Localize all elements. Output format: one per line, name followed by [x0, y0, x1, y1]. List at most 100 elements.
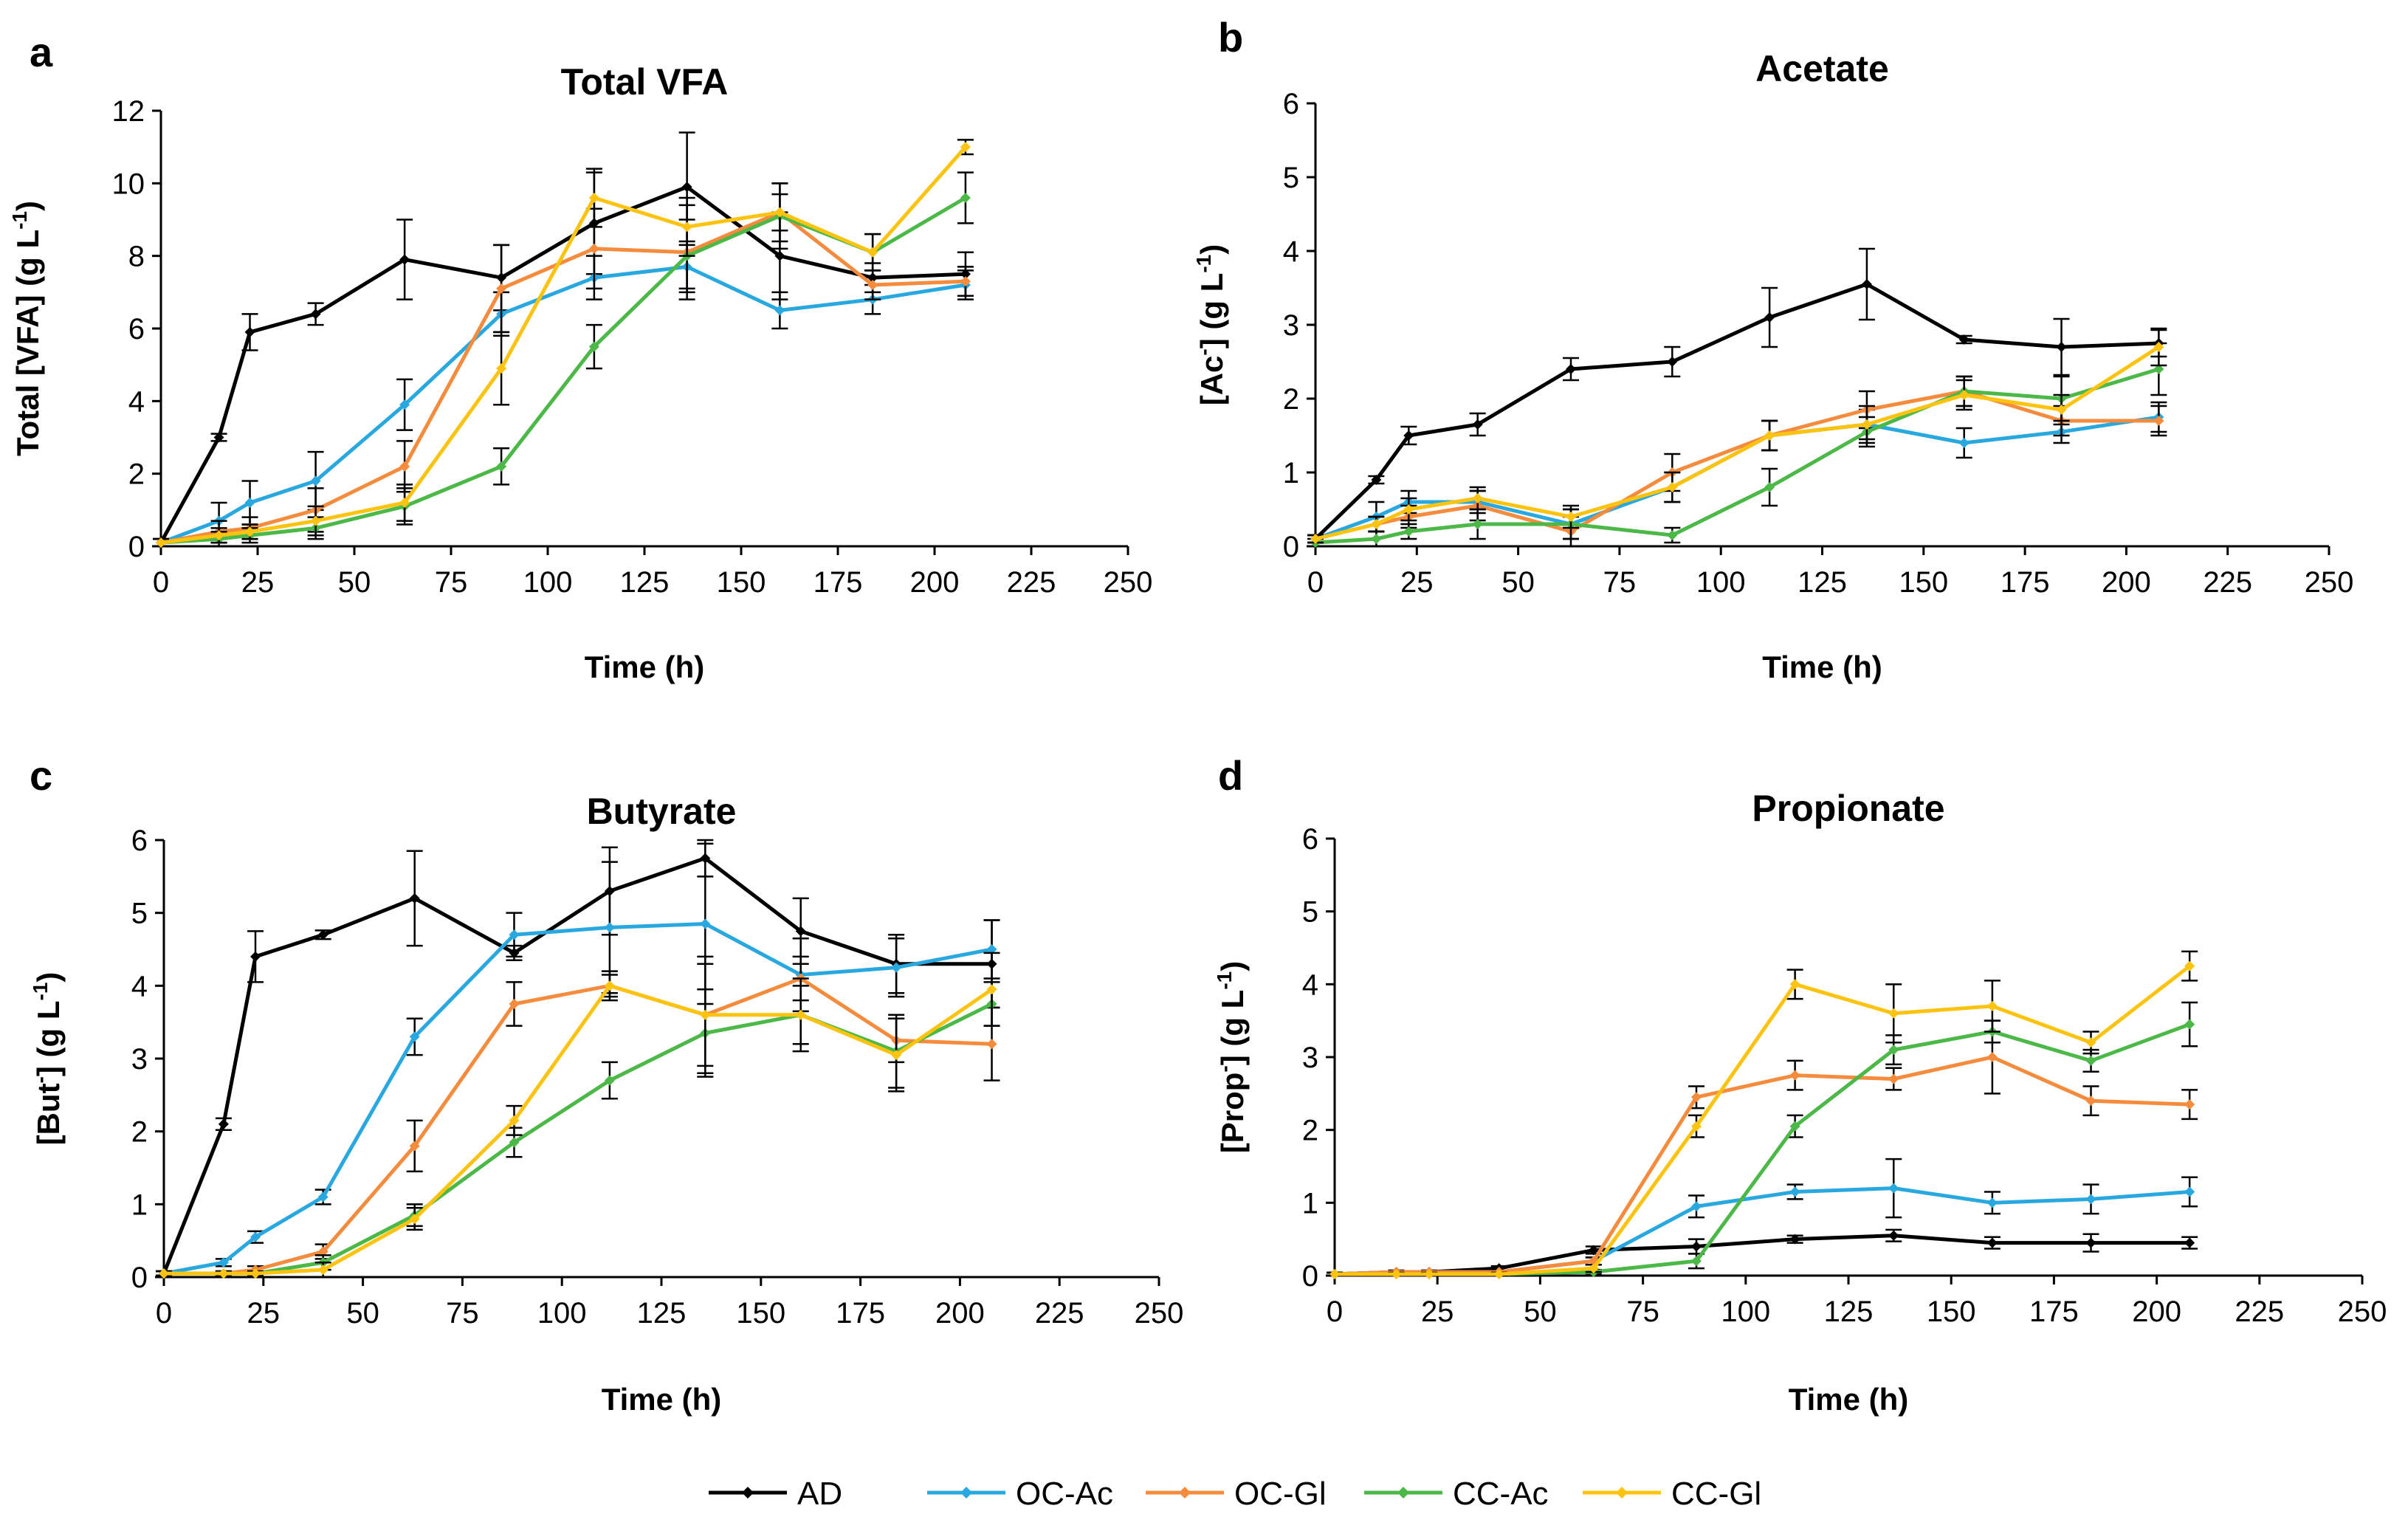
series-line-cc-gl — [160, 145, 967, 545]
data-point — [795, 926, 806, 937]
data-point — [317, 929, 328, 940]
legend-swatch-marker — [1397, 1487, 1409, 1499]
x-tick-label: 175 — [813, 566, 863, 599]
data-point — [1789, 1186, 1800, 1197]
data-point — [1472, 493, 1483, 503]
data-point — [774, 250, 785, 261]
series-ad — [156, 839, 1000, 1279]
y-tick-label: 2 — [128, 458, 145, 491]
series-line-cc-gl — [164, 983, 993, 1276]
x-tick-label: 125 — [1824, 1296, 1874, 1328]
data-point — [1690, 1201, 1702, 1212]
data-point — [1986, 1197, 1998, 1208]
series-line-oc-ac — [1315, 415, 2159, 541]
series-oc-ac — [156, 842, 1000, 1279]
y-tick-label: 3 — [1283, 309, 1299, 342]
data-point — [409, 1214, 420, 1225]
data-point — [1888, 1183, 1899, 1194]
x-tick-label: 75 — [446, 1297, 479, 1329]
data-point — [795, 1009, 806, 1020]
panel-letter-c: c — [30, 752, 52, 799]
data-point — [1565, 364, 1576, 374]
data-point — [1789, 1121, 1800, 1132]
x-tick-label: 50 — [338, 566, 371, 599]
y-tick-label: 1 — [1283, 457, 1299, 489]
chart-title: Total VFA — [561, 61, 729, 103]
x-tick-label: 50 — [346, 1297, 379, 1329]
data-point — [218, 1268, 229, 1279]
x-tick-label: 150 — [1899, 566, 1948, 599]
y-axis-label-part: [Ac — [1194, 356, 1229, 406]
series-oc-gl — [1307, 375, 2167, 548]
data-point — [1986, 1000, 1998, 1011]
data-point — [2184, 1237, 2195, 1248]
y-axis-label-part: ) — [1215, 961, 1250, 971]
data-point — [986, 1039, 997, 1050]
data-point — [1667, 357, 1678, 367]
data-point — [2153, 364, 2164, 374]
panel-letter-b: b — [1218, 14, 1243, 61]
series-line-ad — [1334, 1234, 2190, 1276]
data-point — [774, 207, 785, 218]
data-point — [310, 475, 321, 486]
legend-label: CC-Ac — [1453, 1476, 1549, 1512]
data-point — [604, 980, 615, 991]
x-tick-label: 0 — [1327, 1296, 1343, 1328]
legend-item-oc-ac: OC-Ac — [927, 1476, 1113, 1512]
y-tick-label: 10 — [112, 168, 145, 200]
data-point — [1565, 512, 1576, 522]
y-tick-label: 0 — [1302, 1260, 1318, 1293]
x-tick-label: 250 — [2338, 1296, 2387, 1328]
data-point — [509, 1115, 520, 1126]
x-tick-label: 150 — [736, 1297, 785, 1329]
data-point — [986, 984, 997, 995]
data-point — [250, 1231, 261, 1242]
data-point — [2184, 960, 2195, 971]
y-tick-label: 3 — [1302, 1042, 1318, 1074]
y-axis-label-part: ] (g L — [1194, 273, 1229, 349]
data-point — [2056, 342, 2067, 352]
data-point — [2184, 1186, 2195, 1197]
data-point — [960, 142, 971, 153]
x-tick-label: 225 — [2235, 1296, 2284, 1328]
data-point — [2085, 1055, 2096, 1066]
data-point — [774, 305, 785, 316]
x-tick-label: 75 — [435, 566, 468, 599]
data-point — [496, 363, 507, 374]
data-point — [156, 537, 166, 548]
x-tick-label: 125 — [620, 566, 670, 599]
x-tick-label: 200 — [2102, 566, 2151, 599]
panel-letter-a: a — [30, 29, 53, 75]
x-tick-label: 100 — [537, 1297, 587, 1329]
y-tick-label: 6 — [131, 825, 148, 857]
y-axis-label-part: Total [VFA] (g L — [10, 230, 45, 456]
data-point — [244, 526, 255, 537]
data-point — [1424, 1269, 1435, 1280]
x-tick-label: 50 — [1524, 1296, 1557, 1328]
x-tick-label: 25 — [1400, 566, 1434, 599]
data-point — [604, 922, 615, 933]
data-point — [317, 1191, 328, 1203]
data-point — [1789, 1070, 1800, 1081]
x-tick-label: 75 — [1603, 566, 1637, 599]
y-tick-label: 1 — [1302, 1187, 1318, 1220]
x-tick-label: 50 — [1501, 566, 1535, 599]
legend-label: AD — [797, 1476, 842, 1512]
x-tick-label: 175 — [2029, 1296, 2079, 1328]
y-tick-label: 2 — [1283, 383, 1299, 416]
chart-panel-c: c Butyrate 0 1 2 3 4 5 6 0 25 50 75 100 125 150 175 200 22… — [29, 752, 1183, 1417]
data-point — [700, 918, 711, 929]
y-tick-label: 4 — [131, 970, 148, 1002]
data-point — [317, 1246, 328, 1257]
x-tick-label: 175 — [836, 1297, 885, 1329]
data-point — [1472, 519, 1483, 529]
series-oc-ac — [1327, 1157, 2198, 1280]
legend-label: OC-Gl — [1234, 1476, 1327, 1512]
series-cc-gl — [1327, 950, 2198, 1280]
data-point — [399, 399, 410, 410]
series-line-ad — [162, 856, 992, 1274]
y-tick-label: 2 — [131, 1116, 148, 1149]
data-point — [159, 1268, 169, 1279]
data-point — [588, 193, 599, 203]
